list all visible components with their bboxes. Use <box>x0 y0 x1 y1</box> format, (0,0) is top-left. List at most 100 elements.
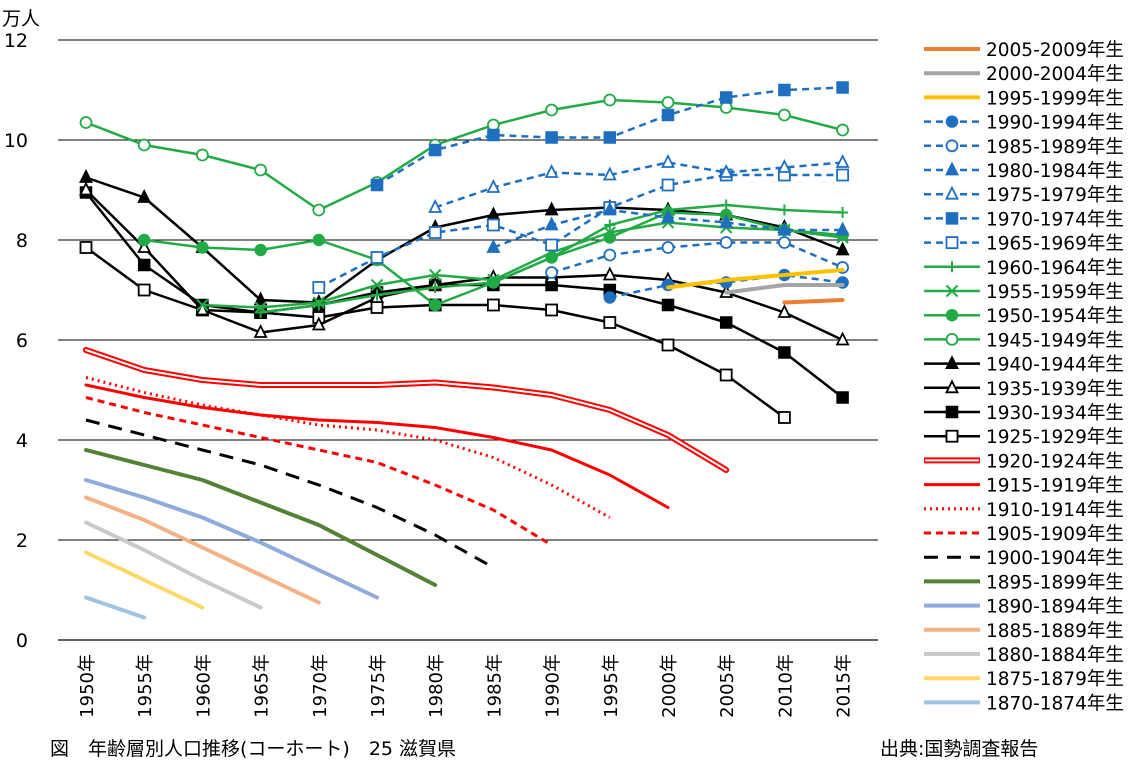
data-point <box>836 123 849 137</box>
data-point <box>544 216 559 231</box>
data-point <box>777 221 792 236</box>
data-point <box>719 91 733 104</box>
legend-item: 1870-1874年生 <box>924 693 1124 714</box>
legend-marker <box>946 261 958 273</box>
data-point <box>661 338 675 352</box>
data-point <box>602 266 617 281</box>
data-point <box>487 128 500 142</box>
data-point <box>370 278 384 292</box>
series-line <box>84 595 147 620</box>
series-1985-1989年生 <box>545 236 849 279</box>
series-1935-1939年生 <box>79 181 850 346</box>
data-point <box>486 238 501 253</box>
legend-label: 1950-1954年生 <box>986 306 1124 327</box>
data-point <box>428 226 442 239</box>
data-point <box>661 108 675 122</box>
data-point <box>836 391 849 404</box>
data-point <box>778 204 790 216</box>
data-point <box>778 83 791 97</box>
series-1970-1974年生 <box>370 81 849 192</box>
series-line <box>83 347 730 473</box>
x-tick-label: 1965年 <box>252 654 273 718</box>
legend-item: 1990-1994年生 <box>924 113 1124 134</box>
legend-label: 1980-1984年生 <box>986 161 1124 182</box>
legend-label: 1990-1994年生 <box>986 113 1124 134</box>
data-point <box>428 143 442 157</box>
series-line <box>201 221 844 309</box>
legend-label: 1880-1884年生 <box>986 645 1124 666</box>
legend-marker <box>945 185 959 200</box>
data-point <box>429 282 441 293</box>
data-point <box>544 163 559 178</box>
legend-label: 1920-1924年生 <box>986 451 1124 472</box>
gridlines <box>58 39 878 641</box>
series-1905-1909年生 <box>85 396 553 547</box>
legend-item: 2005-2009年生 <box>924 40 1124 61</box>
legend-marker <box>945 355 959 370</box>
legend-label: 1940-1944年生 <box>986 355 1124 376</box>
series-line <box>85 376 611 519</box>
legend-item: 1945-1949年生 <box>924 330 1124 351</box>
series-1995-1999年生 <box>666 268 845 290</box>
legend-marker <box>945 212 959 225</box>
series-1885-1889年生 <box>84 495 321 605</box>
series-1990-1994年生 <box>603 268 849 304</box>
data-point <box>312 233 326 247</box>
data-point <box>371 289 383 301</box>
legend-marker <box>945 308 959 322</box>
data-point <box>545 266 558 279</box>
legend-item: 2000-2004年生 <box>924 64 1124 85</box>
data-point <box>778 346 791 359</box>
series-1940-1944年生 <box>79 168 850 308</box>
data-point <box>137 138 151 152</box>
data-point <box>720 199 732 211</box>
legend-item: 1980-1984年生 <box>924 161 1124 182</box>
legend-label: 1875-1879年生 <box>986 669 1124 690</box>
data-point <box>195 148 209 162</box>
series-1915-1919年生 <box>84 383 670 509</box>
data-point <box>837 207 849 218</box>
legend-label: 1930-1934年生 <box>986 403 1124 424</box>
legend-item: 1880-1884年生 <box>924 645 1124 666</box>
data-point <box>604 219 616 231</box>
series-1895-1899年生 <box>84 448 438 587</box>
data-point <box>603 316 617 329</box>
data-point <box>312 203 326 217</box>
data-point <box>603 248 617 262</box>
series-line <box>85 396 553 547</box>
series-line <box>318 173 843 289</box>
data-point <box>312 281 326 294</box>
legend-label: 1945-1949年生 <box>986 330 1124 351</box>
series-1920-1924年生 <box>83 347 730 473</box>
y-tick-label: 6 <box>16 330 28 352</box>
legend-item: 1940-1944年生 <box>924 355 1124 376</box>
legend-item: 1905-1909年生 <box>924 524 1124 545</box>
data-point <box>255 307 267 318</box>
data-point <box>254 243 267 257</box>
data-point <box>137 238 152 253</box>
data-point <box>254 163 268 177</box>
data-point <box>486 298 500 312</box>
data-point <box>370 251 384 264</box>
series-1870-1874年生 <box>84 595 147 620</box>
data-point <box>835 221 850 236</box>
y-tick-label: 2 <box>16 530 28 552</box>
series-1890-1894年生 <box>84 478 379 600</box>
data-point <box>836 81 849 94</box>
data-point <box>661 153 675 168</box>
legend-item: 1910-1914年生 <box>924 500 1124 521</box>
data-point <box>428 198 443 213</box>
data-point <box>79 181 93 196</box>
y-tick-label: 10 <box>4 130 28 152</box>
data-point <box>719 368 733 382</box>
data-point <box>545 303 558 317</box>
legend-label: 1975-1979年生 <box>986 185 1124 206</box>
legend-item: 1915-1919年生 <box>924 476 1124 497</box>
x-tick-label: 2000年 <box>659 654 680 718</box>
data-point <box>428 268 442 282</box>
legend-label: 1905-1909年生 <box>986 524 1124 545</box>
series-line <box>84 98 844 212</box>
legend-label: 1885-1889年生 <box>986 621 1124 642</box>
series-line <box>84 550 205 610</box>
